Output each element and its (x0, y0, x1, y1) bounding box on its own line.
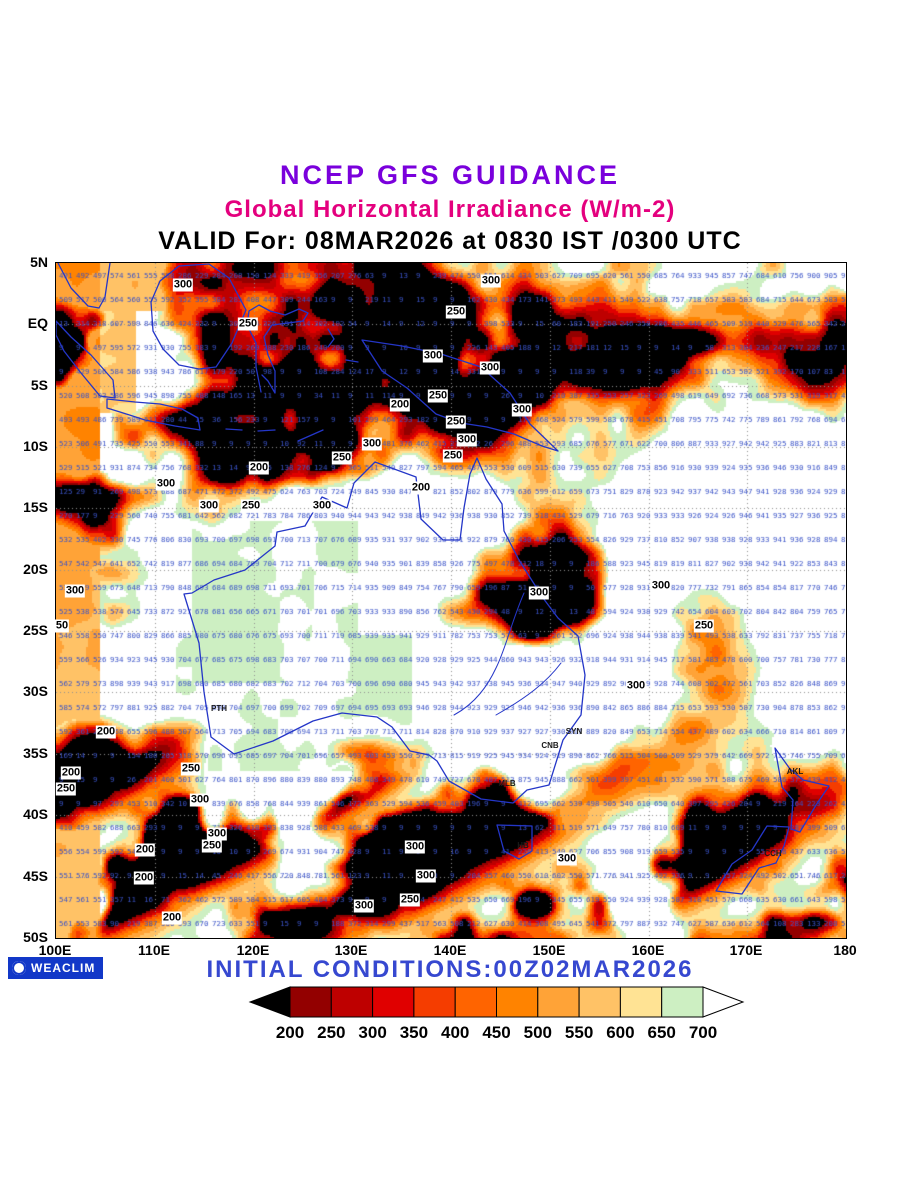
colorbar-segment (413, 986, 456, 1018)
colorbar-tick-label: 400 (441, 1023, 469, 1042)
colorbar-tick-label: 350 (400, 1023, 428, 1042)
lon-tick-label: 170E (729, 942, 763, 958)
colorbar-right-arrow (702, 986, 745, 1018)
colorbar-tick-label: 250 (317, 1023, 345, 1042)
lon-tick-label: 120E (236, 942, 270, 958)
lat-tick-label: 30S (23, 683, 48, 699)
lat-tick-label: 35S (23, 745, 48, 761)
irradiance-field-canvas (56, 263, 846, 938)
lat-tick-label: 5S (30, 377, 48, 393)
colorbar: 200 250 300 350 400 450 500 550 600 650 700 (248, 986, 745, 1042)
lat-tick-label: 25S (23, 622, 48, 638)
lon-tick-label: 130E (334, 942, 368, 958)
colorbar-segment (372, 986, 415, 1018)
lon-tick-label: 180 (833, 942, 857, 958)
lon-tick-label: 160E (631, 942, 665, 958)
colorbar-left-arrow (248, 986, 291, 1018)
colorbar-tick-label: 200 (276, 1023, 304, 1042)
lat-tick-label: 45S (23, 868, 48, 884)
map-area: 300 250 300 250 300 300 250 200 300 250 300 250 300 2… (54, 262, 847, 939)
weaclim-logo-icon (12, 961, 26, 975)
colorbar-tick-label: 700 (689, 1023, 717, 1042)
colorbar-segment (496, 986, 539, 1018)
colorbar-tick-label: 550 (565, 1023, 593, 1042)
colorbar-segment (454, 986, 497, 1018)
lat-tick-label: 50S (23, 929, 48, 945)
colorbar-tick-label: 450 (482, 1023, 510, 1042)
colorbar-tick-label: 300 (358, 1023, 386, 1042)
colorbar-tick-label: 600 (606, 1023, 634, 1042)
lat-tick-label: 5N (30, 254, 48, 270)
lon-tick-label: 140E (433, 942, 467, 958)
colorbar-segment (578, 986, 621, 1018)
lon-tick-label: 150E (532, 942, 566, 958)
colorbar-segment (289, 986, 332, 1018)
lat-tick-label: 10S (23, 438, 48, 454)
lat-tick-label: 40S (23, 806, 48, 822)
title-valid-time: VALID For: 08MAR2026 at 0830 IST /0300 U… (158, 227, 742, 255)
lon-tick-label: 110E (138, 942, 170, 958)
weaclim-logo: WEACLIM (8, 957, 104, 979)
colorbar-segment (661, 986, 704, 1018)
lat-tick-label: 20S (23, 561, 48, 577)
colorbar-segment (537, 986, 580, 1018)
title-model: NCEP GFS GUIDANCE (279, 160, 621, 190)
lat-tick-label: EQ (27, 315, 48, 331)
weaclim-logo-text: WEACLIM (31, 961, 96, 975)
title-variable: Global Horizontal Irradiance (W/m-2) (224, 196, 676, 223)
colorbar-tick-label: 500 (524, 1023, 552, 1042)
initial-conditions-text: INITIAL CONDITIONS:00Z02MAR2026 (206, 956, 694, 983)
colorbar-segment (330, 986, 374, 1018)
lat-tick-label: 15S (23, 499, 48, 515)
lon-tick-label: 100E (38, 942, 72, 958)
colorbar-segment (619, 986, 663, 1018)
colorbar-tick-label: 650 (648, 1023, 676, 1042)
